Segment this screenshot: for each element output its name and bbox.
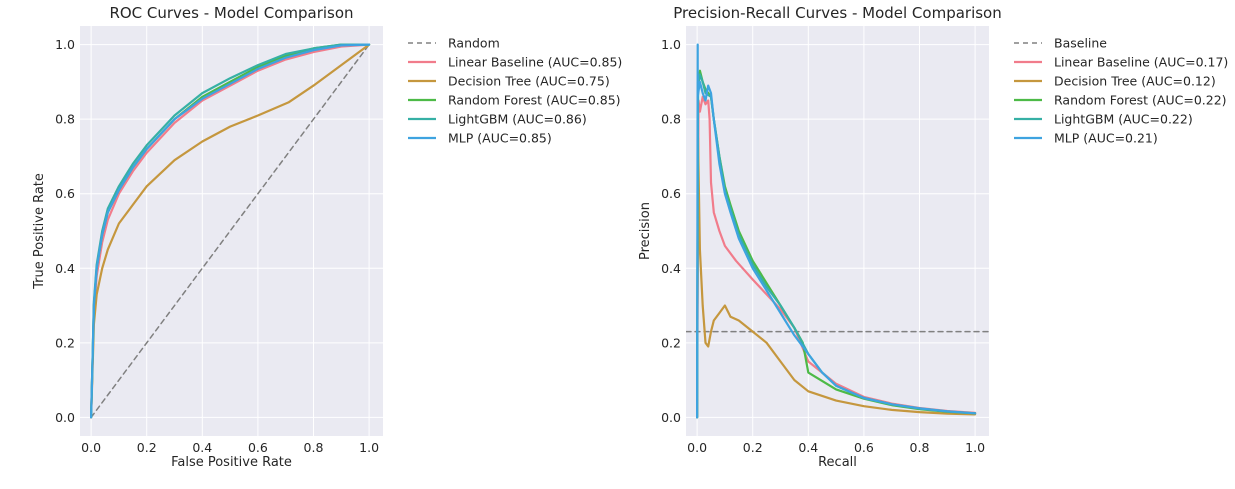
roc-series-line-5 bbox=[89, 43, 371, 419]
pr-legend: Baseline Linear Baseline (AUC=0.17) Decisi… bbox=[1014, 36, 1228, 146]
roc-xtick-label: 0.4 bbox=[192, 440, 212, 455]
roc-ytick-label: 0.2 bbox=[55, 335, 75, 350]
pr-legend-label-2: Decision Tree (AUC=0.12) bbox=[1054, 74, 1216, 89]
pr-legend-label-4: LightGBM (AUC=0.22) bbox=[1054, 112, 1193, 127]
roc-ytick-label: 0.8 bbox=[55, 112, 75, 127]
roc-y-axis-label: True Positive Rate bbox=[32, 173, 47, 290]
roc-x-axis-label: False Positive Rate bbox=[171, 455, 292, 470]
roc-series-line-2 bbox=[89, 43, 371, 419]
roc-series-line-0 bbox=[90, 43, 370, 419]
pr-ytick-label: 0.8 bbox=[661, 112, 681, 127]
pr-ytick-label: 0.2 bbox=[661, 335, 681, 350]
roc-xtick-label: 1.0 bbox=[359, 440, 379, 455]
roc-chart-title: ROC Curves - Model Comparison bbox=[109, 4, 353, 22]
roc-legend-label-3: Random Forest (AUC=0.85) bbox=[448, 93, 621, 108]
pr-xtick-label: 0.8 bbox=[910, 440, 930, 455]
pr-series-line-2 bbox=[695, 136, 977, 419]
pr-chart-title: Precision-Recall Curves - Model Comparis… bbox=[673, 4, 1002, 22]
roc-xtick-label: 0.0 bbox=[81, 440, 101, 455]
pr-ytick-label: 0.4 bbox=[661, 261, 681, 276]
pr-xtick-label: 0.0 bbox=[687, 440, 707, 455]
roc-legend-label-2: Decision Tree (AUC=0.75) bbox=[448, 74, 610, 89]
pr-legend-label-1: Linear Baseline (AUC=0.17) bbox=[1054, 55, 1228, 70]
roc-ytick-label: 0.4 bbox=[55, 261, 75, 276]
pr-ytick-label: 1.0 bbox=[661, 37, 681, 52]
roc-ytick-label: 0.6 bbox=[55, 186, 75, 201]
pr-legend-label-0: Baseline bbox=[1054, 36, 1107, 51]
pr-ytick-label: 0.0 bbox=[661, 410, 681, 425]
roc-plot-area bbox=[80, 26, 383, 436]
pr-y-axis-label: Precision bbox=[638, 202, 653, 260]
pr-plot-area bbox=[686, 26, 989, 436]
pr-legend-label-5: MLP (AUC=0.21) bbox=[1054, 131, 1158, 146]
roc-series-group bbox=[89, 43, 371, 419]
pr-xtick-label: 0.2 bbox=[743, 440, 763, 455]
roc-chart: 0.0 0.0 0.2 0.2 0.4 0.4 0.6 0.6 0.8 0.8 1.0 1.0 ROC … bbox=[32, 4, 622, 470]
pr-series-line-5 bbox=[695, 43, 977, 419]
pr-xtick-label: 0.4 bbox=[798, 440, 818, 455]
pr-series-group bbox=[686, 43, 989, 419]
roc-ytick-label: 1.0 bbox=[55, 37, 75, 52]
roc-legend-label-4: LightGBM (AUC=0.86) bbox=[448, 112, 587, 127]
roc-ytick-label: 0.0 bbox=[55, 410, 75, 425]
roc-xtick-label: 0.2 bbox=[137, 440, 157, 455]
roc-legend-label-1: Linear Baseline (AUC=0.85) bbox=[448, 55, 622, 70]
pr-xtick-label: 0.6 bbox=[854, 440, 874, 455]
roc-xtick-label: 0.8 bbox=[304, 440, 324, 455]
roc-xtick-label: 0.6 bbox=[248, 440, 268, 455]
roc-series-line-1 bbox=[89, 43, 371, 419]
precision-recall-chart: 0.0 0.0 0.2 0.2 0.4 0.4 0.6 0.6 0.8 0.8 1.0 1.0 Prec… bbox=[638, 4, 1228, 470]
roc-legend: Random Linear Baseline (AUC=0.85) Decision… bbox=[408, 36, 622, 146]
pr-x-axis-label: Recall bbox=[818, 455, 857, 470]
roc-legend-label-5: MLP (AUC=0.85) bbox=[448, 131, 552, 146]
pr-legend-label-3: Random Forest (AUC=0.22) bbox=[1054, 93, 1227, 108]
pr-xtick-label: 1.0 bbox=[965, 440, 985, 455]
roc-legend-label-0: Random bbox=[448, 36, 500, 51]
pr-ytick-label: 0.6 bbox=[661, 186, 681, 201]
